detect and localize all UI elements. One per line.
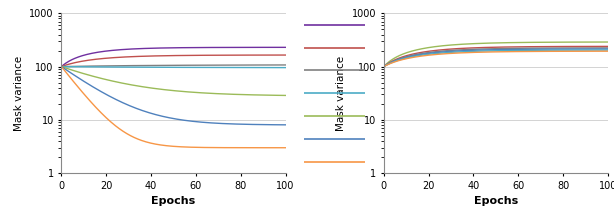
- X-axis label: Epochs: Epochs: [473, 196, 518, 206]
- Y-axis label: Mask variance: Mask variance: [336, 56, 346, 131]
- Y-axis label: Mask variance: Mask variance: [14, 56, 24, 131]
- X-axis label: Epochs: Epochs: [151, 196, 196, 206]
